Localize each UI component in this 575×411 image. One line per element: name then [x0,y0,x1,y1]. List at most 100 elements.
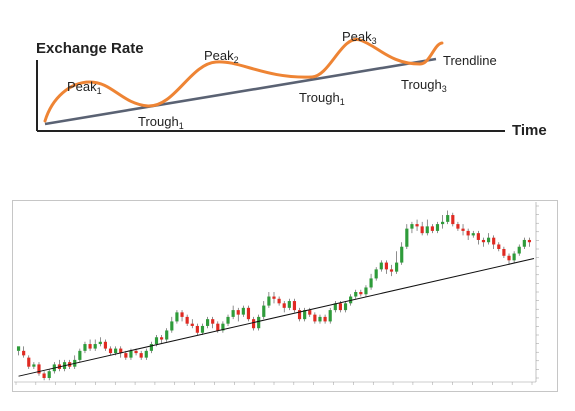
candle-body [22,350,26,356]
candle-body [328,310,332,322]
candle-body [461,228,465,231]
candle-body [211,319,215,324]
candle-body [466,230,470,236]
candle-body [236,310,240,315]
candle-body [354,292,358,297]
candle-body [257,316,261,329]
candle-body [170,321,174,331]
trendline-label: Trendline [443,53,497,68]
candle-body [277,298,281,304]
trough-3-label: Trough3 [401,77,447,94]
candle-body [318,316,322,322]
candle-body [221,323,225,331]
candle-body [149,344,153,351]
candle-body [395,262,399,272]
candle-body [308,310,312,315]
candle-body [527,239,532,243]
candle-body [32,364,36,367]
candle-body [435,224,440,231]
candle-body [282,303,286,308]
candle-body [185,316,189,324]
candle-body [88,344,92,349]
candle-body [292,301,297,311]
candle-body [134,350,138,354]
candle-body [512,253,516,261]
candle-body [441,221,445,225]
candle-body [303,310,307,320]
chart-frame [12,200,558,392]
candle-body [497,244,501,249]
candle-body [98,341,102,345]
candle-body [114,348,118,354]
candle-body [492,237,496,245]
candle-body [27,357,31,367]
candle-body [144,350,148,358]
candle-body [338,303,342,311]
candle-body [456,224,460,229]
candle-body [384,262,388,270]
candle-body [522,239,526,247]
candle-body [124,353,128,358]
candle-body [180,312,184,317]
candle-body [364,287,368,295]
peak-1-label: Peak1 [67,79,102,96]
candle-body [216,323,220,331]
candle-body [165,330,169,340]
candle-body [195,325,199,333]
candle-body [251,319,256,329]
candle-body [313,314,317,322]
candle-body [190,323,194,326]
candle-body [359,292,363,295]
candle-body [379,262,383,270]
candle-body [415,224,419,227]
trough-2-label: Trough1 [299,90,345,107]
candle-body [246,307,251,320]
candle-body [175,312,179,322]
peak-2-label: Peak2 [204,48,239,65]
candle-body [139,353,143,358]
candle-body [241,307,245,315]
candle-body [108,348,113,354]
candle-body [502,249,506,256]
candle-body [119,348,123,354]
candle-body [200,325,205,333]
candle-body [405,228,409,247]
candle-body [287,301,291,308]
candle-body [42,373,46,378]
candle-body [16,346,21,351]
candle-body [369,278,373,288]
candle-body [333,303,337,311]
candle-body [410,224,414,229]
candle-body [486,237,491,243]
candle-body [93,344,97,349]
candle-body [267,296,271,306]
candle-body [374,269,378,279]
candle-body [226,316,230,324]
x-axis-title: Time [512,122,547,139]
candle-body [471,233,475,236]
candlestick-chart [12,200,558,392]
candle-body [103,341,107,349]
candle-body [231,310,235,317]
candle-body [78,350,82,360]
candle-body [272,296,276,299]
candle-body [206,319,210,326]
candle-body [446,215,450,222]
chart-trendline [18,258,535,377]
candle-body [481,239,486,243]
candle-body [47,371,51,378]
candle-body [262,305,266,317]
candle-body [451,215,455,225]
peak-3-label: Peak3 [342,29,377,46]
candle-body [154,337,159,345]
candle-body [83,344,87,351]
candle-body [507,255,511,261]
candle-body [389,269,394,272]
candle-body [517,246,521,254]
price-curve [43,38,444,123]
candle-body [420,226,424,234]
candle-body [430,226,434,231]
trend-diagram: Exchange Rate Time Trendline Peak1 Peak2… [0,0,575,150]
candle-body [425,226,429,234]
trough-1-label: Trough1 [138,114,184,131]
